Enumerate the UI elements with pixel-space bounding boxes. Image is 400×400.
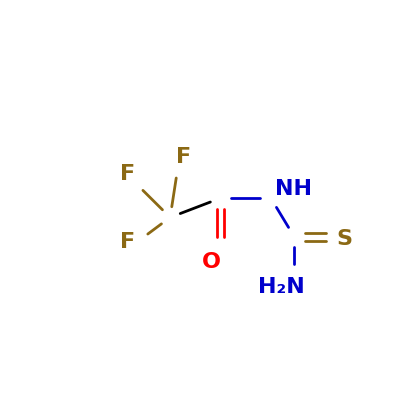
Text: S: S bbox=[337, 229, 353, 249]
Text: O: O bbox=[202, 252, 221, 272]
Text: F: F bbox=[176, 147, 191, 167]
Text: F: F bbox=[120, 164, 135, 184]
Text: NH: NH bbox=[275, 179, 312, 199]
Text: F: F bbox=[120, 232, 135, 252]
Text: H₂N: H₂N bbox=[258, 277, 304, 297]
